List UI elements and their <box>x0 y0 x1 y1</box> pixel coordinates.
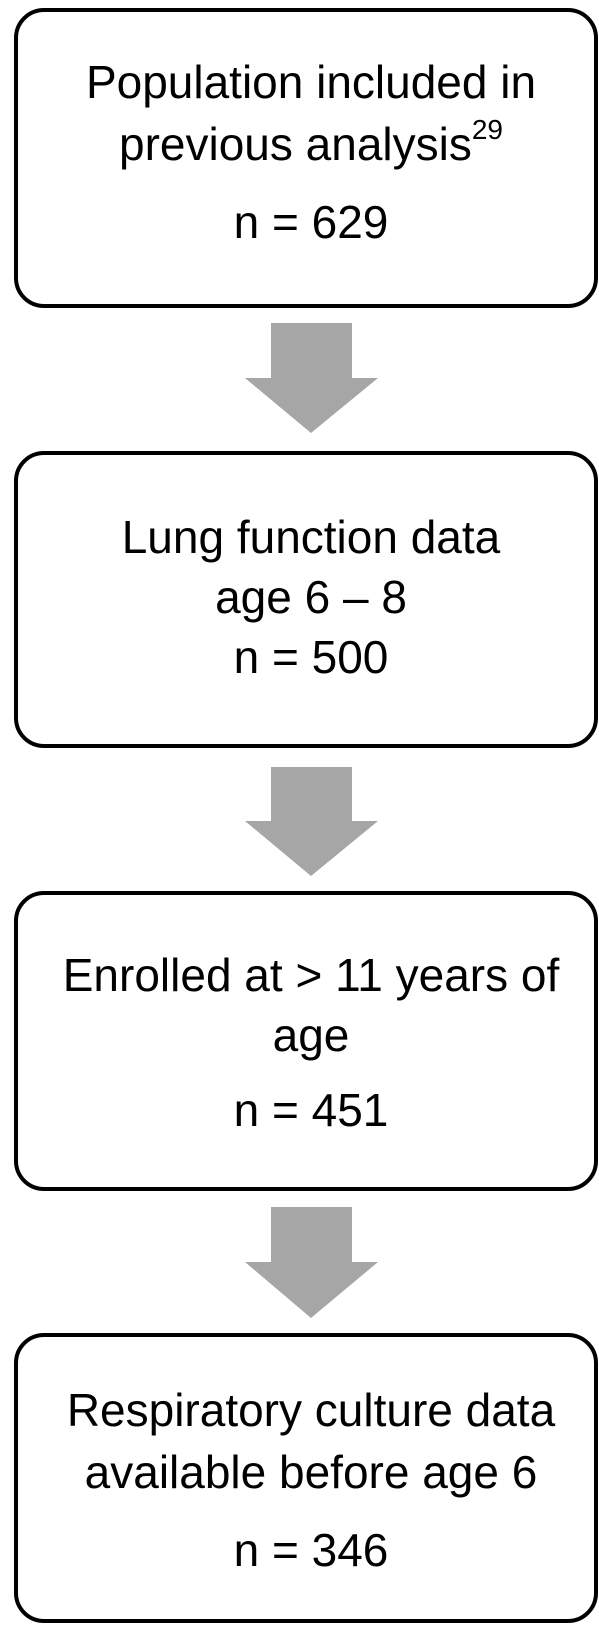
box <box>14 891 598 1191</box>
node-count: n = 346 <box>234 1524 389 1576</box>
node-text: Lung function data <box>122 511 501 563</box>
arrow <box>245 1207 378 1318</box>
box <box>14 451 598 748</box>
node-text: Population included in <box>86 56 536 108</box>
node-text: available before age 6 <box>85 1446 538 1498</box>
node-text: Enrolled at > 11 years of <box>63 949 560 1001</box>
node-text: age 6 – 8 <box>215 571 407 623</box>
node-text: Respiratory culture data <box>67 1384 556 1436</box>
box <box>14 1333 598 1623</box>
arrow <box>245 767 378 876</box>
node-count: n = 451 <box>234 1084 389 1136</box>
node-count: n = 629 <box>234 196 389 248</box>
arrow <box>245 323 378 433</box>
node-text-line: previous analysis <box>119 118 472 170</box>
superscript: 29 <box>472 114 503 145</box>
node-text: age <box>273 1009 350 1061</box>
node-count: n = 500 <box>234 631 389 683</box>
node-text: previous analysis29 <box>119 114 503 170</box>
box <box>14 8 598 308</box>
